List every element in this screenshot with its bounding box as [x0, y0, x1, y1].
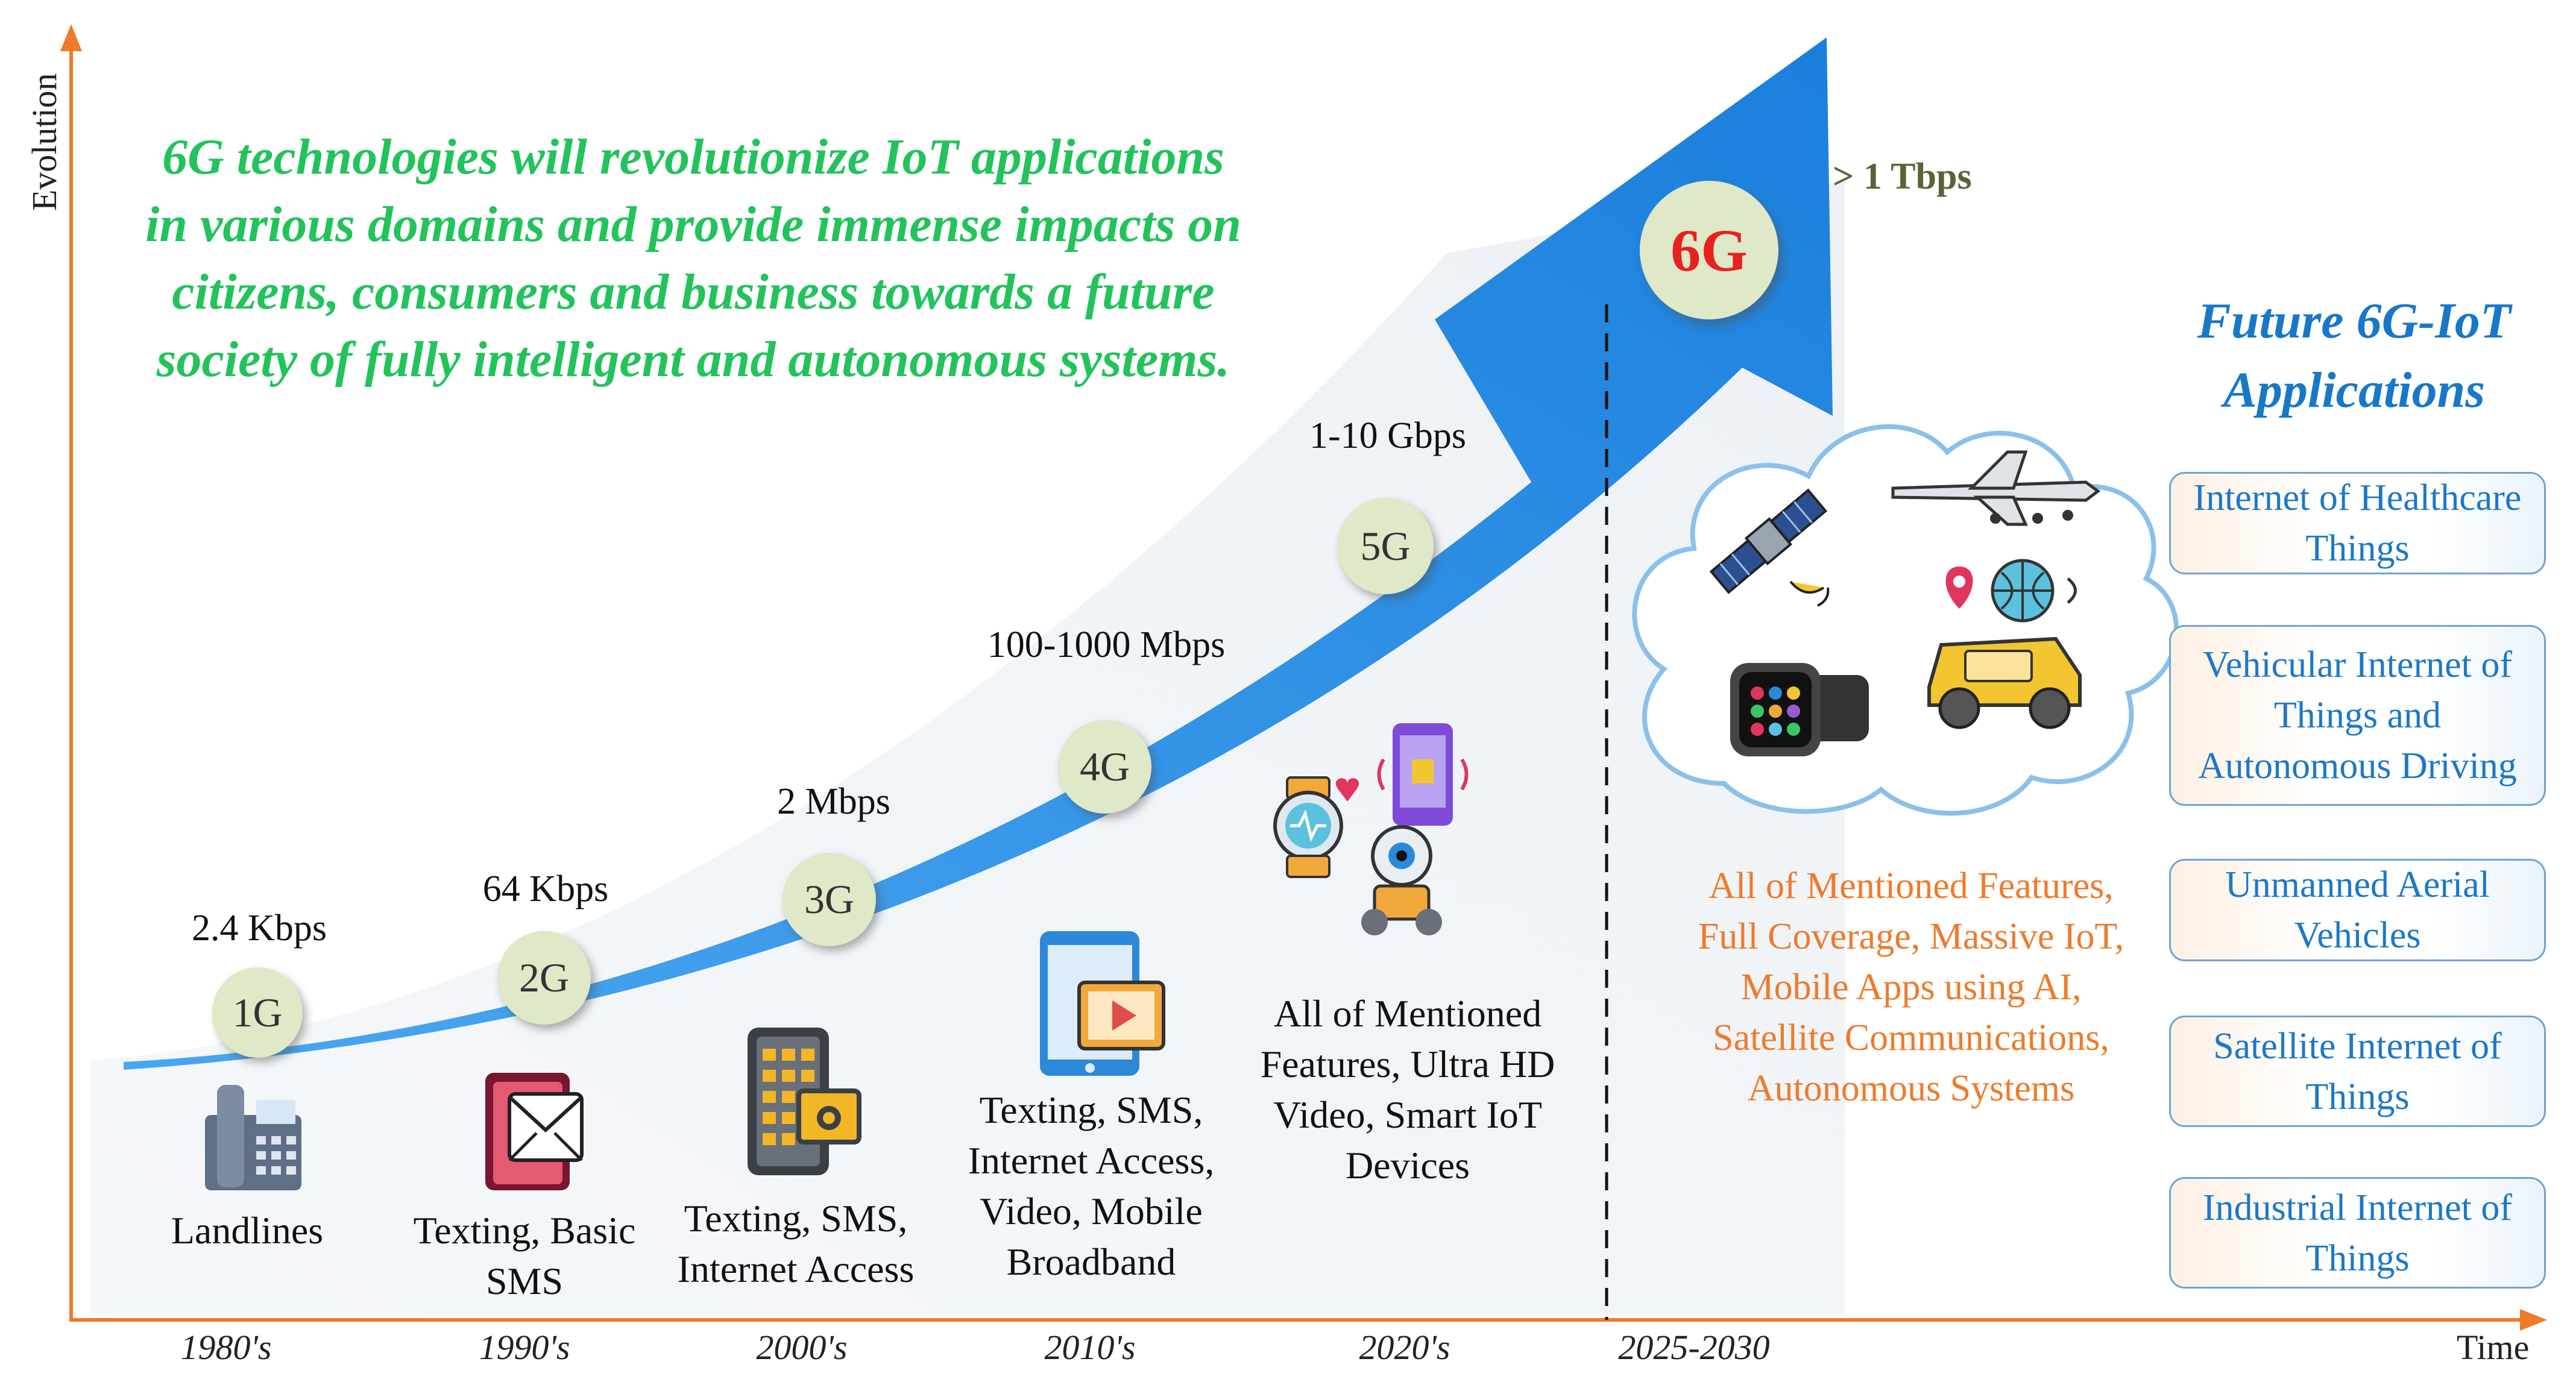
feature-line: Texting, SMS,: [979, 1088, 1203, 1131]
x-axis-label: Time: [2457, 1328, 2530, 1367]
app-line: Things: [2305, 528, 2410, 569]
speed-label-2g: 64 Kbps: [482, 868, 609, 909]
decade-1990s: 1990's: [479, 1328, 570, 1367]
landline-phone-icon: [199, 1079, 307, 1196]
feature-line: All of Mentioned Features,: [1708, 865, 2114, 906]
decade-2020s: 2020's: [1359, 1328, 1450, 1367]
speed-label-6g: > 1 Tbps: [1833, 156, 1972, 197]
app-box-satellite: Satellite Internet of Things: [2169, 1016, 2546, 1127]
features-4g: Texting, SMS, Internet Access, Video, Mo…: [968, 1085, 1215, 1287]
headline-line: citizens, consumers and business towards…: [172, 264, 1215, 320]
smart-devices-icon: [1272, 717, 1489, 949]
app-line: Autonomous Driving: [2198, 746, 2517, 787]
app-box-healthcare: Internet of Healthcare Things: [2169, 472, 2546, 574]
app-line: Unmanned Aerial: [2225, 864, 2490, 905]
headline-line: in various domains and provide immense i…: [145, 196, 1241, 253]
features-3g: Texting, SMS, Internet Access: [678, 1193, 915, 1295]
speed-label-1g: 2.4 Kbps: [192, 908, 327, 949]
satellite-icon: [1700, 470, 1839, 624]
app-line: Things: [2305, 1237, 2410, 1279]
generation-circle-2g: 2G: [497, 931, 591, 1025]
app-line: Internet of Healthcare: [2193, 477, 2522, 518]
feature-line: Internet Access,: [968, 1139, 1215, 1182]
feature-line: Broadband: [1006, 1240, 1176, 1283]
autonomous-car-icon: [1917, 554, 2098, 738]
headline: 6G technologies will revolutionize IoT a…: [90, 124, 1296, 394]
feature-line: Texting, Basic: [413, 1209, 636, 1252]
app-line: Industrial Internet of: [2202, 1187, 2513, 1228]
generation-circle-6g: 6G: [1640, 181, 1778, 319]
evolution-arrow: [124, 37, 1833, 1070]
six-g-features: All of Mentioned Features, Full Coverage…: [1682, 861, 2140, 1114]
speed-label-3g: 2 Mbps: [777, 781, 890, 822]
tablet-video-icon: [1037, 928, 1170, 1082]
feature-line: Video, Smart IoT: [1273, 1093, 1542, 1136]
feature-line: Full Coverage, Massive IoT,: [1698, 916, 2124, 957]
app-box-vehicular: Vehicular Internet of Things and Autonom…: [2169, 625, 2546, 806]
headline-line: society of fully intelligent and autonom…: [156, 331, 1230, 388]
feature-line: Autonomous Systems: [1747, 1068, 2075, 1109]
x-axis-arrowhead: [2520, 1309, 2547, 1331]
title-line: Applications: [2223, 362, 2486, 418]
speed-label-5g: 1-10 Gbps: [1309, 415, 1467, 456]
future-applications-title: Future 6G-IoT Applications: [2113, 286, 2576, 425]
y-axis-label: Evolution: [25, 73, 64, 211]
feature-line: Texting, SMS,: [684, 1197, 908, 1240]
features-1g: Landlines: [171, 1205, 323, 1256]
app-box-industrial: Industrial Internet of Things: [2169, 1177, 2546, 1289]
features-5g: All of Mentioned Features, Ultra HD Vide…: [1261, 988, 1555, 1191]
app-line: Vehicles: [2294, 915, 2421, 956]
decade-1980s: 1980's: [180, 1328, 272, 1367]
envelope-sms-icon: [482, 1070, 591, 1199]
feature-line: Mobile Apps using AI,: [1740, 967, 2082, 1008]
feature-line: Devices: [1345, 1144, 1470, 1187]
title-line: Future 6G-IoT: [2197, 293, 2511, 349]
feature-line: Satellite Communications,: [1713, 1017, 2109, 1058]
app-line: Things: [2305, 1076, 2410, 1117]
speed-label-4g: 100-1000 Mbps: [987, 624, 1226, 665]
app-line: Things and: [2273, 695, 2442, 736]
generation-circle-5g: 5G: [1337, 498, 1434, 594]
generation-circle-1g: 1G: [212, 967, 303, 1058]
y-axis-arrowhead: [60, 24, 82, 51]
features-2g: Texting, Basic SMS: [414, 1205, 636, 1307]
decade-2025-2030: 2025-2030: [1618, 1328, 1770, 1367]
background-wedge: [90, 181, 1845, 1314]
decade-2010s: 2010's: [1044, 1328, 1136, 1367]
feature-line: Video, Mobile: [980, 1190, 1203, 1233]
feature-line: Internet Access: [677, 1248, 915, 1290]
smartwatch-icon: [1718, 651, 1875, 774]
generation-circle-4g: 4G: [1058, 720, 1151, 814]
app-line: Satellite Internet of: [2213, 1025, 2502, 1067]
feature-line: All of Mentioned: [1273, 992, 1542, 1035]
generation-circle-3g: 3G: [783, 853, 876, 946]
decade-2000s: 2000's: [756, 1328, 848, 1367]
feature-line: Features, Ultra HD: [1260, 1043, 1555, 1085]
drone-icon: [1887, 446, 2104, 545]
app-line: Vehicular Internet of: [2203, 644, 2512, 685]
feature-line: Landlines: [171, 1209, 324, 1252]
app-box-uav: Unmanned Aerial Vehicles: [2169, 859, 2546, 961]
feature-phone-icon: [745, 1025, 865, 1184]
feature-line: SMS: [485, 1260, 564, 1302]
headline-line: 6G technologies will revolutionize IoT a…: [162, 129, 1224, 185]
